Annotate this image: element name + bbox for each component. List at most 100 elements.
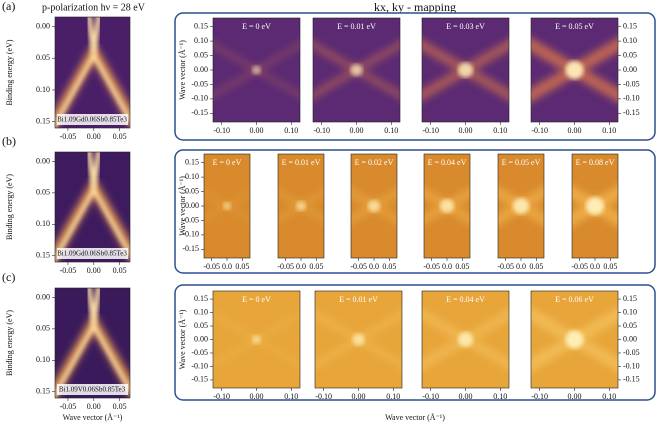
band: [86, 17, 102, 56]
y-tick-label: 0.10: [194, 307, 208, 316]
image: [424, 154, 470, 258]
x-tick-label: 0.00: [568, 126, 582, 135]
energy-label: E = 0.06 eV: [555, 295, 594, 304]
x-tick-label: 0.05: [529, 262, 543, 271]
energy-label: E = 0.01 eV: [282, 158, 321, 167]
y-tick-label: 0.15: [194, 21, 208, 30]
y-tick-label: -0.15: [191, 375, 208, 384]
x-tick-label: 0.10: [384, 126, 398, 135]
y-tick-label: -0.15: [623, 375, 640, 384]
image: [531, 18, 618, 122]
y-tick-label: 0.15: [36, 116, 50, 125]
row-box: [174, 149, 656, 274]
x-tick-label: 0.00: [87, 266, 101, 275]
x-tick-label: 0.05: [113, 266, 127, 275]
x-tick-label: -0.05: [60, 132, 77, 141]
x-tick-label: 0.0: [516, 262, 526, 271]
sample-label: Bi1.09Gd0.06Sb0.85Te3: [57, 250, 127, 258]
image: [422, 291, 509, 388]
dirac-spot: [368, 200, 380, 212]
y-tick-label: 0.05: [623, 50, 637, 59]
dirac-spot: [565, 330, 584, 349]
dirac-spot: [458, 332, 473, 347]
x-tick-label: 0.05: [603, 262, 617, 271]
y-tick-label: -0.05: [191, 79, 208, 88]
y-tick-label: 0.05: [36, 188, 50, 197]
x-tick-label: 0.05: [382, 262, 396, 271]
x-tick-label: 0.05: [235, 262, 249, 271]
y-tick-label: -0.10: [182, 230, 199, 239]
sample-label: Bi1.09V0.06Sb0.85Te3: [59, 386, 126, 394]
x-tick-label: 0.05: [455, 262, 469, 271]
y-tick-label: 0.00: [185, 201, 199, 210]
y-tick-label: 0.10: [36, 85, 50, 94]
y-tick-label: -0.10: [623, 361, 640, 370]
header-right: kx, ky - mapping: [374, 0, 456, 14]
y-tick-label: 0.05: [194, 321, 208, 330]
y-tick-label: -0.05: [623, 79, 640, 88]
energy-label: E = 0.04 eV: [428, 158, 467, 167]
y-tick-label: 0.10: [623, 36, 637, 45]
energy-label: E = 0 eV: [242, 22, 271, 31]
y-axis-label: Binding energy (eV): [5, 174, 14, 240]
y-axis-label: Binding energy (eV): [5, 310, 14, 376]
row-box: [174, 12, 656, 141]
header-left: p-polarization hν = 28 eV: [42, 2, 146, 13]
y-tick-label: 0.05: [623, 321, 637, 330]
energy-label: E = 0 eV: [213, 158, 242, 167]
image: [498, 154, 544, 258]
image: [315, 291, 402, 388]
x-tick-label: -0.10: [422, 126, 439, 135]
y-tick-label: 0.10: [36, 355, 50, 364]
x-tick-label: -0.05: [277, 262, 294, 271]
x-tick-label: 0.00: [352, 392, 366, 401]
y-tick-label: 0.00: [623, 334, 637, 343]
y-tick-label: 0.05: [36, 53, 50, 62]
row-label: (c): [2, 270, 15, 284]
y-axis-label: Wave vector (Å⁻¹): [178, 40, 187, 100]
x-tick-label: -0.05: [423, 262, 440, 271]
image: [55, 17, 130, 128]
x-tick-label: -0.10: [531, 392, 548, 401]
y-tick-label: 0.00: [36, 21, 50, 30]
x-tick-label: 0.00: [568, 392, 582, 401]
y-tick-label: 0.15: [185, 157, 199, 166]
image: [204, 154, 250, 258]
image: [422, 18, 509, 122]
y-tick-label: -0.15: [191, 108, 208, 117]
x-tick-label: -0.05: [571, 262, 588, 271]
y-tick-label: 0.15: [36, 387, 50, 396]
y-tick-label: 0.05: [194, 50, 208, 59]
y-tick-label: 0.10: [185, 172, 199, 181]
y-tick-label: -0.05: [623, 348, 640, 357]
energy-label: E = 0.01 eV: [339, 295, 378, 304]
band: [86, 288, 102, 327]
frame: [54, 287, 131, 399]
x-tick-label: -0.10: [213, 392, 230, 401]
band: [86, 152, 102, 191]
x-tick-label: 0.00: [250, 126, 264, 135]
sample-label: Bi1.09Gd0.06Sb0.85Te3: [57, 116, 127, 124]
y-tick-label: 0.15: [194, 294, 208, 303]
x-tick-label: -0.10: [422, 392, 439, 401]
energy-label: E = 0.04 eV: [446, 295, 485, 304]
y-tick-label: 0.15: [623, 294, 637, 303]
x-tick-label: 0.0: [442, 262, 452, 271]
y-axis-label: Binding energy (eV): [5, 39, 14, 105]
x-tick-label: 0.00: [350, 126, 364, 135]
x-tick-label: 0.00: [87, 402, 101, 411]
y-tick-label: 0.10: [36, 219, 50, 228]
y-axis-label: Wave vector (Å⁻¹): [178, 176, 187, 236]
dirac-spot: [513, 198, 529, 214]
row-label: (b): [2, 134, 16, 148]
image: [351, 154, 397, 258]
y-tick-label: -0.05: [191, 348, 208, 357]
x-tick-label: 0.00: [459, 126, 473, 135]
energy-label: E = 0.05 eV: [502, 158, 541, 167]
x-tick-label: -0.05: [60, 266, 77, 275]
image: [278, 154, 324, 258]
y-tick-label: 0.10: [194, 36, 208, 45]
dirac-spot: [296, 201, 306, 211]
image: [572, 154, 618, 258]
x-tick-label: -0.05: [350, 262, 367, 271]
